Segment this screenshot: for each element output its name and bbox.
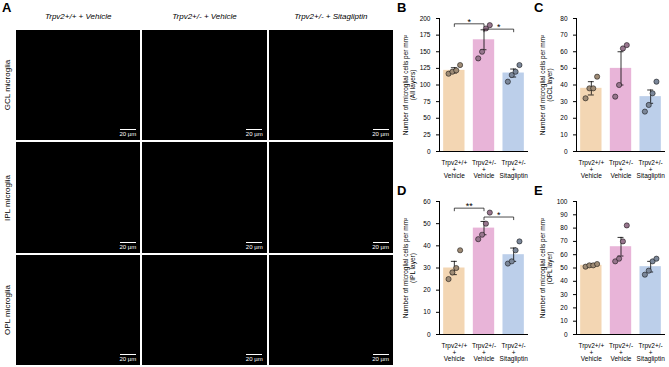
- html-text:OPL microglia: OPL microglia: [3, 284, 12, 335]
- svg-text:50: 50: [423, 114, 431, 121]
- html-text:20 µm: 20 µm: [372, 356, 389, 362]
- svg-text:Trpv2+/-+Sitagliptin: Trpv2+/-+Sitagliptin: [500, 342, 529, 363]
- html-text:B: B: [397, 0, 407, 15]
- svg-text:80: 80: [560, 224, 568, 231]
- svg-text:30: 30: [560, 98, 568, 105]
- svg-text:30: 30: [423, 264, 431, 271]
- html-text:20 µm: 20 µm: [119, 356, 137, 362]
- svg-text:50: 50: [560, 264, 568, 271]
- svg-text:Trpv2+/++Vehicle: Trpv2+/++Vehicle: [578, 342, 604, 362]
- svg-text:*: *: [497, 22, 501, 32]
- svg-text:Trpv2+/-+Vehicle: Trpv2+/-+Vehicle: [472, 342, 496, 362]
- html-text:GCL microglia: GCL microglia: [3, 60, 12, 111]
- svg-text:10: 10: [560, 317, 568, 324]
- svg-text:Trpv2+/++Vehicle: Trpv2+/++Vehicle: [441, 342, 467, 362]
- svg-text:10: 10: [423, 308, 431, 315]
- svg-text:90: 90: [560, 211, 568, 218]
- html-text:D: D: [397, 183, 407, 198]
- svg-text:Trpv2+/-+Vehicle: Trpv2+/-+Vehicle: [609, 159, 633, 179]
- svg-text:40: 40: [560, 81, 568, 88]
- svg-text:70: 70: [560, 237, 568, 244]
- svg-text:Trpv2+/-+Sitagliptin: Trpv2+/-+Sitagliptin: [500, 159, 529, 180]
- svg-text:20: 20: [560, 114, 568, 121]
- html-text:E: E: [534, 183, 543, 198]
- svg-text:0: 0: [564, 148, 568, 155]
- svg-text:0: 0: [427, 331, 431, 338]
- svg-text:10: 10: [560, 131, 568, 138]
- svg-text:30: 30: [560, 291, 568, 298]
- svg-text:Trpv2+/++Vehicle: Trpv2+/++Vehicle: [441, 159, 467, 179]
- svg-text:20: 20: [423, 286, 431, 293]
- svg-text:50: 50: [560, 64, 568, 71]
- html-text:20 µm: 20 µm: [119, 131, 137, 138]
- svg-text:175: 175: [420, 31, 431, 38]
- svg-text:Trpv2+/++Vehicle: Trpv2+/++Vehicle: [578, 159, 604, 179]
- html-text:20 µm: 20 µm: [119, 243, 137, 250]
- svg-text:50: 50: [423, 220, 431, 227]
- svg-text:60: 60: [423, 198, 431, 205]
- svg-text:Number of microglial cells per: Number of microglial cells per mm²(All l…: [402, 34, 417, 135]
- svg-text:40: 40: [560, 277, 568, 284]
- svg-text:100: 100: [557, 198, 568, 205]
- svg-text:150: 150: [420, 48, 431, 55]
- svg-text:70: 70: [560, 31, 568, 38]
- html-text:C: C: [534, 0, 544, 15]
- svg-text:Trpv2+/-+Vehicle: Trpv2+/-+Vehicle: [609, 342, 633, 362]
- svg-text:80: 80: [560, 15, 568, 22]
- html-text:Trpv2+/- + Sitagliptin: Trpv2+/- + Sitagliptin: [294, 12, 368, 21]
- html-text:20 µm: 20 µm: [245, 131, 263, 138]
- svg-text:Number of microglial cells per: Number of microglial cells per mm²(IPL l…: [402, 217, 417, 318]
- svg-text:Trpv2+/-+Sitagliptin: Trpv2+/-+Sitagliptin: [637, 342, 666, 363]
- svg-text:125: 125: [420, 64, 431, 71]
- svg-text:Number of microglial cells per: Number of microglial cells per mm²(GCL l…: [539, 34, 554, 135]
- svg-text:0: 0: [564, 331, 568, 338]
- svg-text:75: 75: [423, 98, 431, 105]
- html-text:Trpv2+/- + Vehicle: Trpv2+/- + Vehicle: [172, 12, 237, 21]
- svg-text:Trpv2+/-+Vehicle: Trpv2+/-+Vehicle: [472, 159, 496, 179]
- html-text:20 µm: 20 µm: [372, 243, 389, 250]
- svg-text:Trpv2+/-+Sitagliptin: Trpv2+/-+Sitagliptin: [637, 159, 666, 180]
- html-text:IPL microglia: IPL microglia: [3, 174, 12, 221]
- html-text:20 µm: 20 µm: [245, 243, 263, 250]
- svg-text:60: 60: [560, 251, 568, 258]
- svg-text:25: 25: [423, 131, 431, 138]
- svg-text:*: *: [497, 210, 501, 220]
- html-text:A: A: [2, 0, 12, 15]
- html-text:Trpv2+/+ + Vehicle: Trpv2+/+ + Vehicle: [44, 12, 112, 21]
- html-text:20 µm: 20 µm: [245, 356, 263, 362]
- html-text:20 µm: 20 µm: [372, 131, 389, 138]
- svg-text:20: 20: [560, 304, 568, 311]
- svg-text:100: 100: [420, 81, 431, 88]
- svg-text:40: 40: [423, 242, 431, 249]
- svg-text:0: 0: [427, 148, 431, 155]
- svg-text:Number of microglial cells per: Number of microglial cells per mm²(OPL l…: [539, 217, 554, 318]
- svg-text:60: 60: [560, 48, 568, 55]
- svg-text:200: 200: [420, 15, 431, 22]
- svg-text:*: *: [467, 17, 471, 27]
- svg-text:**: **: [466, 201, 474, 211]
